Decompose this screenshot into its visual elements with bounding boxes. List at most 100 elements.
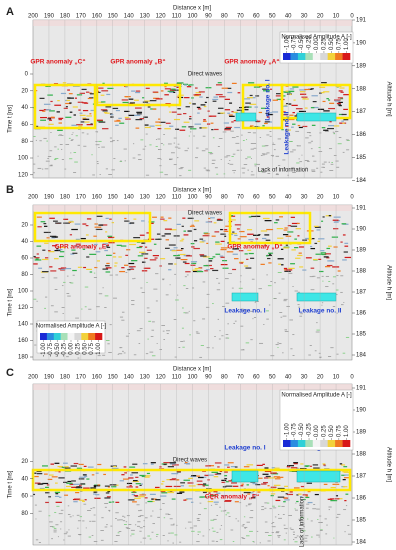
reflection xyxy=(146,232,150,234)
noise xyxy=(116,140,119,142)
annotation: GPR anomaly „D“ xyxy=(227,244,282,251)
reflection xyxy=(187,482,194,484)
reflection xyxy=(52,236,59,238)
noise xyxy=(343,509,347,511)
noise xyxy=(282,352,284,354)
noise xyxy=(167,143,172,145)
noise xyxy=(93,541,98,542)
anomaly-outline xyxy=(33,211,152,243)
reflection xyxy=(118,256,122,258)
noise xyxy=(242,310,246,311)
reflection xyxy=(328,260,335,262)
noise xyxy=(163,517,166,519)
colorbar-swatch xyxy=(305,440,314,447)
noise xyxy=(138,510,141,512)
noise xyxy=(105,168,109,170)
noise xyxy=(203,508,207,510)
reflection xyxy=(67,89,70,91)
reflection xyxy=(274,467,280,469)
reflection xyxy=(285,103,289,105)
noise xyxy=(333,132,335,134)
noise xyxy=(146,307,150,309)
reflection xyxy=(142,97,145,99)
leakage-box xyxy=(296,470,341,483)
reflection xyxy=(343,119,349,121)
reflection xyxy=(158,118,161,120)
reflection xyxy=(334,100,341,102)
reflection xyxy=(323,464,326,466)
reflection xyxy=(244,109,249,111)
noise xyxy=(290,528,294,530)
reflection xyxy=(218,107,224,109)
noise xyxy=(119,161,123,162)
reflection xyxy=(183,112,187,115)
reflection xyxy=(168,269,172,271)
noise xyxy=(330,347,334,349)
reflection xyxy=(220,256,225,258)
reflection xyxy=(104,497,111,499)
reflection xyxy=(135,90,141,92)
noise xyxy=(74,161,78,163)
noise xyxy=(173,164,177,166)
reflection xyxy=(131,472,139,474)
noise xyxy=(259,137,262,138)
noise xyxy=(247,504,251,506)
time-tick-label: 60 xyxy=(21,122,28,128)
reflection xyxy=(136,111,143,113)
reflection xyxy=(55,501,62,503)
altitude-tick-label: 190 xyxy=(356,227,367,233)
reflection xyxy=(328,245,332,247)
reflection xyxy=(155,499,161,501)
reflection xyxy=(264,245,267,247)
noise xyxy=(308,354,311,356)
leakage-box xyxy=(296,292,337,302)
noise xyxy=(340,275,344,277)
noise xyxy=(218,282,221,284)
reflection xyxy=(203,119,206,121)
reflection xyxy=(141,475,146,478)
noise xyxy=(229,163,234,165)
noise xyxy=(250,174,255,176)
reflection xyxy=(173,485,181,488)
noise xyxy=(277,347,279,348)
reflection xyxy=(207,501,214,503)
reflection xyxy=(136,246,142,249)
reflection xyxy=(151,498,154,500)
reflection xyxy=(310,247,316,250)
reflection xyxy=(283,229,288,231)
reflection xyxy=(94,497,101,499)
noise xyxy=(77,520,82,522)
reflection xyxy=(327,127,334,130)
reflection xyxy=(219,255,224,257)
noise xyxy=(297,304,300,306)
noise xyxy=(47,156,52,157)
noise xyxy=(304,160,309,161)
y-axis-title: Time t [ns] xyxy=(8,470,14,498)
noise xyxy=(44,168,49,170)
noise xyxy=(335,160,339,162)
noise xyxy=(67,295,71,297)
noise xyxy=(108,510,111,512)
noise xyxy=(193,135,195,137)
noise xyxy=(139,328,143,330)
colorbar-swatch xyxy=(74,333,82,340)
reflection xyxy=(276,476,284,478)
reflection xyxy=(100,109,108,111)
altitude-tick-label: 184 xyxy=(356,178,367,184)
reflection xyxy=(85,224,89,227)
reflection xyxy=(220,249,227,251)
noise xyxy=(284,330,289,332)
reflection xyxy=(128,114,135,116)
reflection xyxy=(198,91,205,93)
noise xyxy=(277,272,282,273)
noise xyxy=(217,318,220,320)
reflection xyxy=(341,474,346,476)
noise xyxy=(310,520,313,522)
noise xyxy=(241,167,246,169)
reflection xyxy=(237,238,241,240)
reflection xyxy=(295,467,299,469)
noise xyxy=(337,143,342,145)
reflection xyxy=(340,241,343,243)
noise xyxy=(230,130,234,132)
reflection xyxy=(171,250,177,252)
